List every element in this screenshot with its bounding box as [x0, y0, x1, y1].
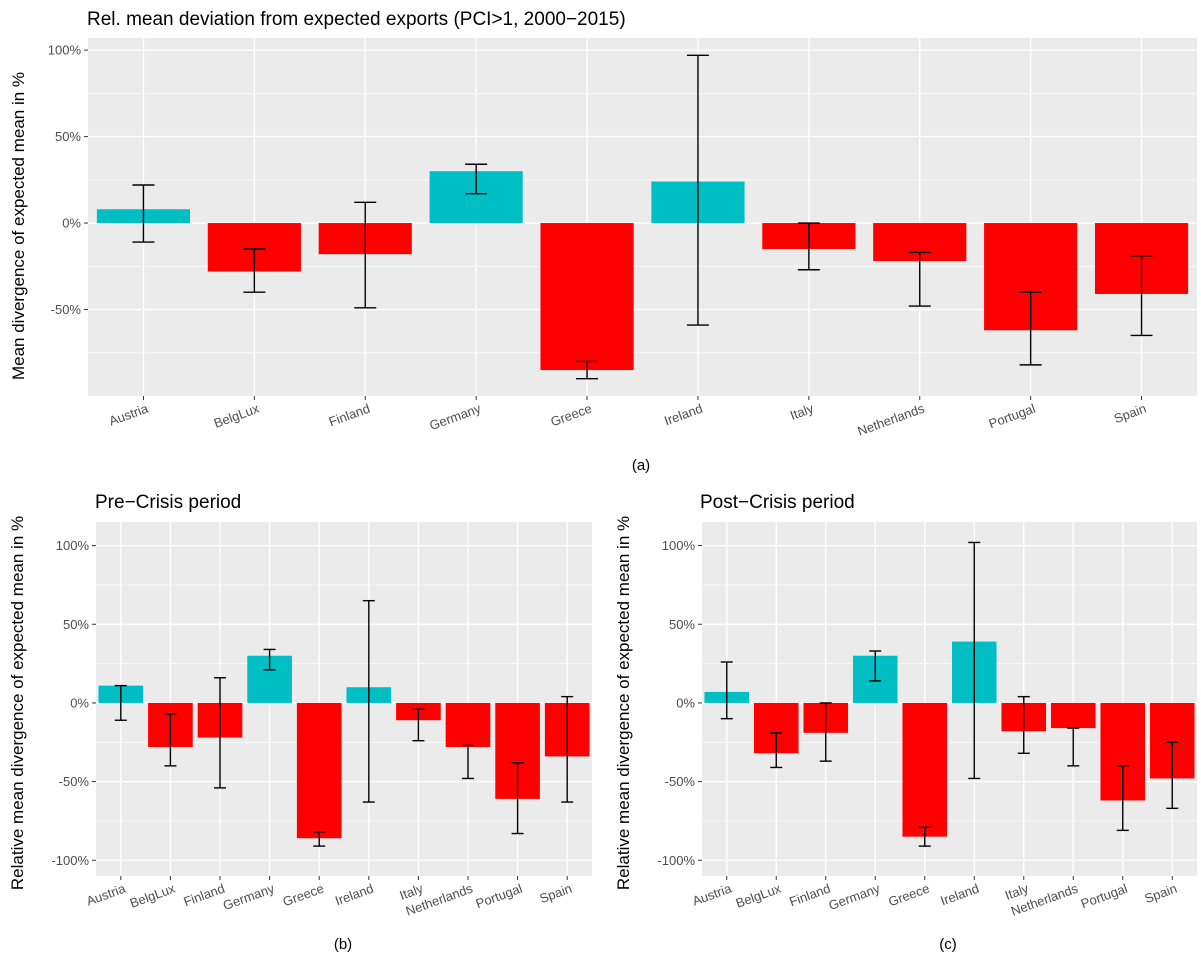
- chart-b-errorbar-spain: [561, 695, 574, 803]
- chart-c-y-axis-label: Relative mean divergence of expected mea…: [614, 516, 633, 890]
- chart-b-errorbar-finland: [214, 677, 226, 789]
- chart-c-x-tick-label: Finland: [787, 881, 832, 910]
- chart-c-plot-area: 100%50%0%-50%-100%Austria BelgLux FinlandG…: [657, 522, 1197, 919]
- chart-c-y-tick-label: 0%: [676, 695, 695, 710]
- chart-a-errorbar-austria: [132, 184, 155, 243]
- chart-c-x-tick-label: Spain: [1143, 881, 1179, 906]
- chart-b: Pre−Crisis period Relative mean divergen…: [8, 492, 592, 953]
- chart-c-errorbar-greece: [918, 826, 931, 847]
- chart-c-x-tick-label: Germany: [827, 881, 883, 914]
- chart-c: Post−Crisis period Relative mean diverge…: [614, 492, 1197, 953]
- chart-a-errorbar-italy: [797, 222, 820, 271]
- chart-b-y-tick-label: -50%: [59, 774, 90, 789]
- chart-c-x-tick-label: Ireland: [938, 881, 980, 909]
- chart-c-y-tick-label: 100%: [662, 538, 696, 553]
- chart-c-y-tick-label: 50%: [669, 617, 695, 632]
- chart-c-x-tick-label: Austria: [690, 880, 734, 908]
- chart-a-y-axis-label: Mean divergence of expected mean in %: [9, 72, 28, 380]
- chart-a-errorbar-germany: [465, 163, 488, 195]
- chart-b-x-tick-label: Ireland: [333, 881, 375, 909]
- chart-b-bar-greece: [296, 702, 342, 839]
- chart-b-errorbar-italy: [412, 708, 425, 742]
- chart-b-panel-background: [96, 522, 592, 876]
- chart-b-x-tick-label: Finland: [181, 881, 226, 910]
- chart-c-errorbar-netherlands: [1067, 727, 1080, 767]
- chart-b-y-tick-label: 100%: [56, 538, 90, 553]
- chart-b-plot-area: 100%50%0%-50%-100%Austria BelgLux FinlandG…: [51, 522, 592, 919]
- chart-a-y-tick-label: -50%: [51, 302, 82, 317]
- chart-a-errorbar-portugal: [1019, 291, 1042, 366]
- chart-a-x-tick-label: Portugal: [987, 401, 1038, 432]
- chart-a-x-tick-label: Spain: [1112, 401, 1148, 426]
- chart-c-y-tick-label: -100%: [657, 853, 695, 868]
- chart-c-errorbar-portugal: [1116, 765, 1129, 832]
- chart-c-bar-netherlands: [1050, 702, 1096, 729]
- chart-c-errorbar-germany: [869, 650, 882, 682]
- chart-a-errorbar-belglux: [243, 248, 266, 293]
- chart-a-y-tick-label: 100%: [48, 43, 82, 58]
- chart-c-bar-greece: [902, 702, 948, 837]
- chart-b-caption: (b): [334, 936, 352, 953]
- chart-c-errorbar-finland: [819, 702, 832, 762]
- chart-a-x-tick-label: Austria: [107, 400, 151, 428]
- chart-a-title: Rel. mean deviation from expected export…: [87, 9, 626, 30]
- chart-b-errorbar-austria: [114, 684, 127, 721]
- chart-a: Rel. mean deviation from expected export…: [9, 9, 1197, 474]
- chart-b-errorbar-ireland: [362, 599, 375, 803]
- chart-c-x-tick-label: Greece: [886, 881, 931, 910]
- chart-a-x-tick-label: Germany: [427, 401, 483, 434]
- chart-b-x-tick-label: Austria: [84, 880, 128, 908]
- chart-a-x-tick-label: Netherlands: [855, 401, 926, 439]
- chart-b-x-tick-label: Portugal: [474, 881, 525, 912]
- chart-b-errorbar-belglux: [164, 713, 177, 767]
- chart-a-errorbar-greece: [576, 360, 599, 380]
- chart-a-errorbar-spain: [1130, 255, 1153, 337]
- chart-c-errorbar-belglux: [770, 732, 783, 769]
- chart-a-y-tick-label: 0%: [62, 216, 81, 231]
- chart-b-y-tick-label: 0%: [70, 695, 89, 710]
- chart-a-bar-greece: [540, 223, 634, 371]
- chart-c-y-tick-label: -50%: [665, 774, 696, 789]
- chart-c-errorbar-ireland: [968, 541, 981, 780]
- chart-a-errorbar-ireland: [686, 54, 709, 326]
- chart-b-y-tick-label: -100%: [51, 853, 89, 868]
- chart-a-y-tick-label: 50%: [55, 129, 81, 144]
- chart-b-x-tick-label: Greece: [281, 881, 326, 910]
- chart-b-x-tick-label: BelgLux: [128, 881, 178, 911]
- chart-b-title: Pre−Crisis period: [95, 492, 241, 513]
- chart-b-errorbar-greece: [313, 831, 326, 847]
- chart-a-caption: (a): [632, 457, 650, 474]
- chart-b-errorbar-netherlands: [462, 744, 474, 780]
- chart-a-x-tick-label: Greece: [549, 401, 594, 430]
- chart-b-bar-netherlands: [445, 702, 491, 747]
- chart-a-panel-background: [88, 38, 1197, 396]
- chart-c-errorbar-spain: [1166, 741, 1179, 810]
- chart-a-errorbar-netherlands: [908, 251, 931, 307]
- chart-a-x-tick-label: Italy: [788, 401, 816, 423]
- chart-a-x-tick-label: Finland: [327, 401, 372, 430]
- chart-b-x-tick-label: Germany: [221, 881, 277, 914]
- chart-b-y-axis-label: Relative mean divergence of expected mea…: [8, 516, 27, 890]
- chart-c-errorbar-austria: [720, 661, 733, 720]
- chart-c-x-tick-label: Portugal: [1079, 881, 1130, 912]
- chart-a-plot-area: 100% 50% 0% -50% Austria BelgLux Finland German…: [48, 38, 1197, 439]
- chart-b-x-tick-label: Spain: [537, 881, 573, 906]
- chart-a-errorbar-finland: [354, 201, 377, 309]
- chart-c-panel-background: [702, 522, 1197, 876]
- chart-b-errorbar-portugal: [511, 762, 524, 835]
- chart-a-x-tick-label: BelgLux: [212, 401, 262, 431]
- chart-b-errorbar-germany: [263, 648, 276, 671]
- chart-c-x-tick-label: BelgLux: [734, 881, 784, 911]
- chart-c-caption: (c): [939, 936, 957, 953]
- chart-c-errorbar-italy: [1017, 695, 1030, 754]
- chart-a-x-tick-label: Ireland: [662, 401, 704, 429]
- chart-c-title: Post−Crisis period: [700, 492, 855, 513]
- chart-b-y-tick-label: 50%: [63, 617, 89, 632]
